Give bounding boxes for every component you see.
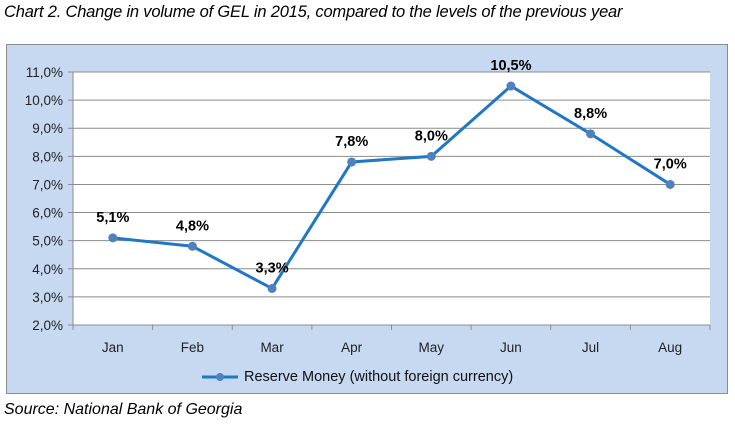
- data-label: 7,8%: [335, 134, 368, 150]
- y-tick-label: 3,0%: [32, 290, 63, 305]
- data-point: [586, 129, 596, 139]
- y-tick-label: 4,0%: [32, 262, 63, 277]
- x-tick-label: Feb: [181, 340, 204, 355]
- y-tick-label: 11,0%: [26, 65, 63, 80]
- data-point: [108, 233, 118, 243]
- x-tick-label: Aug: [658, 340, 682, 355]
- data-point: [426, 151, 436, 161]
- data-point: [187, 241, 197, 251]
- x-tick-label: Jul: [582, 340, 599, 355]
- data-label: 10,5%: [490, 58, 531, 74]
- x-axis: Jan Feb Mar Apr May Jun Jul Aug: [72, 324, 711, 355]
- y-axis: 2,0% 3,0% 4,0% 5,0% 6,0% 7,0% 8,0% 9,0% 10,0% 11,…: [25, 65, 74, 333]
- data-label: 7,0%: [654, 156, 687, 172]
- x-tick-label: Jan: [102, 340, 124, 355]
- x-tick-label: May: [419, 340, 445, 355]
- y-tick-label: 2,0%: [32, 318, 63, 333]
- data-point: [665, 179, 675, 189]
- data-labels: 5,1% 4,8% 3,3% 7,8% 8,0% 10,5% 8,8% 7,0%: [96, 58, 687, 276]
- y-tick-label: 5,0%: [32, 234, 63, 249]
- x-tick-label: Mar: [260, 340, 284, 355]
- data-label: 8,0%: [415, 128, 448, 144]
- y-tick-label: 10,0%: [25, 93, 63, 108]
- x-tick-label: Apr: [341, 340, 363, 355]
- y-tick-label: 9,0%: [32, 121, 63, 136]
- data-point: [347, 157, 357, 167]
- data-point: [506, 81, 516, 91]
- legend: Reserve Money (without foreign currency): [200, 366, 513, 388]
- legend-line-marker-icon: [202, 373, 238, 381]
- y-tick-label: 7,0%: [32, 177, 63, 192]
- plot-area: [73, 72, 710, 325]
- data-label: 5,1%: [96, 210, 129, 226]
- series-line: [112, 84, 671, 290]
- data-label: 3,3%: [256, 260, 289, 276]
- data-point: [267, 283, 277, 293]
- gridlines: [68, 71, 710, 326]
- y-tick-label: 6,0%: [32, 206, 63, 221]
- source-note: Source: National Bank of Georgia: [4, 401, 243, 418]
- series-reserve-money: [108, 81, 675, 293]
- data-label: 8,8%: [574, 106, 607, 122]
- legend-label: Reserve Money (without foreign currency): [244, 369, 514, 385]
- y-tick-label: 8,0%: [32, 149, 63, 164]
- x-tick-label: Jun: [500, 340, 522, 355]
- data-label: 4,8%: [176, 218, 209, 234]
- chart-title: Chart 2. Change in volume of GEL in 2015…: [4, 3, 623, 21]
